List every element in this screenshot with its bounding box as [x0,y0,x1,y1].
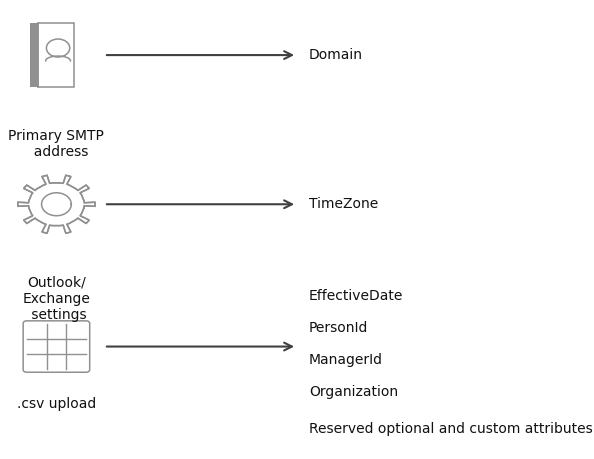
Text: ManagerId: ManagerId [309,353,383,367]
Text: Domain: Domain [309,48,363,62]
Text: Organization: Organization [309,386,398,399]
Text: EffectiveDate: EffectiveDate [309,289,403,303]
Text: Primary SMTP
  address: Primary SMTP address [8,129,105,159]
Bar [39,23,74,87]
FancyBboxPatch shape [23,321,90,372]
Polygon shape [42,193,71,216]
Text: Outlook/
Exchange
 settings: Outlook/ Exchange settings [23,275,90,322]
Circle shape [46,39,69,57]
Text: PersonId: PersonId [309,321,368,335]
Text: TimeZone: TimeZone [309,197,378,211]
Text: .csv upload: .csv upload [17,397,96,411]
Bar [30,23,39,87]
Text: Reserved optional and custom attributes: Reserved optional and custom attributes [309,422,593,436]
Polygon shape [18,175,95,233]
